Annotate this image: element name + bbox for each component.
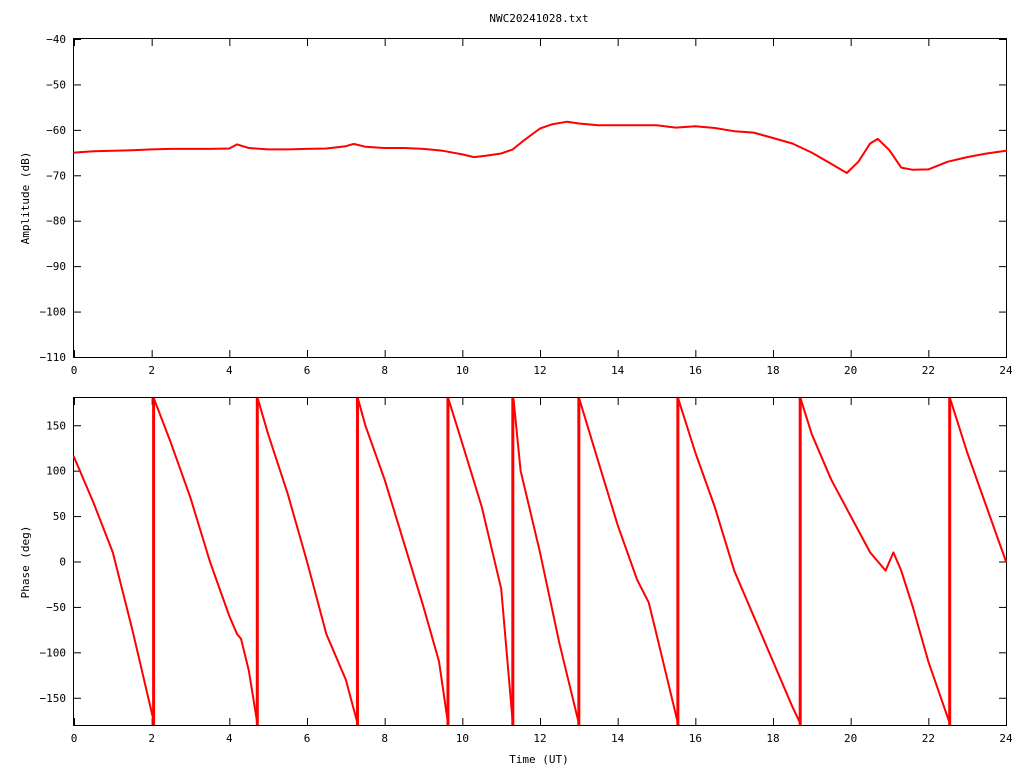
phase-series-line: [73, 456, 155, 722]
phase-series-line: [357, 398, 449, 725]
amplitude-x-tick-label: 12: [533, 364, 546, 377]
amplitude-y-tick-label: −70: [46, 169, 66, 182]
phase-y-tick-label: −100: [40, 646, 67, 659]
amplitude-y-tick-label: −110: [40, 351, 67, 364]
phase-x-tick-label: 20: [844, 732, 857, 745]
amplitude-y-tick-label: −90: [46, 260, 66, 273]
phase-y-tick-label: 0: [59, 556, 66, 569]
amplitude-y-tick-label: −40: [46, 33, 66, 46]
phase-plot-frame: [73, 397, 1007, 726]
amplitude-panel: Amplitude (dB) 0 2 4 6 8 10 12 14 16 18 20 22 24−40−…: [19, 33, 1013, 377]
phase-series-line: [677, 398, 802, 725]
phase-x-tick-label: 16: [689, 732, 702, 745]
amplitude-plot-frame: [73, 38, 1007, 358]
phase-series-line: [949, 398, 1007, 563]
phase-x-tick-label: 0: [71, 732, 78, 745]
phase-x-tick-label: 12: [533, 732, 546, 745]
phase-y-tick-label: 100: [46, 465, 66, 478]
amplitude-x-tick-label: 14: [611, 364, 625, 377]
phase-x-tick-label: 24: [999, 732, 1013, 745]
amplitude-x-tick-label: 24: [999, 364, 1013, 377]
phase-x-tick-label: 10: [456, 732, 469, 745]
phase-y-tick-label: −50: [46, 601, 66, 614]
amplitude-y-tick-label: −60: [46, 124, 66, 137]
amplitude-x-tick-label: 4: [226, 364, 233, 377]
phase-panel: Phase (deg) Time (UT) 0 2 4 6 8 10 12 14 16 18 20 2…: [19, 397, 1013, 766]
phase-series-line: [257, 398, 359, 725]
amplitude-y-tick-label: −100: [40, 306, 67, 319]
amplitude-x-tick-label: 2: [148, 364, 155, 377]
phase-series-line: [800, 398, 951, 725]
phase-y-axis-label: Phase (deg): [19, 526, 32, 599]
amplitude-y-axis-label: Amplitude (dB): [19, 152, 32, 245]
amplitude-series-line: [73, 120, 1007, 174]
chart-title: NWC20241028.txt: [489, 12, 588, 25]
amplitude-x-tick-label: 0: [71, 364, 78, 377]
amplitude-x-tick-label: 8: [381, 364, 388, 377]
phase-x-tick-label: 8: [381, 732, 388, 745]
phase-x-tick-label: 18: [766, 732, 779, 745]
time-x-axis-label: Time (UT): [509, 753, 569, 766]
amplitude-x-tick-label: 10: [456, 364, 469, 377]
phase-x-tick-label: 22: [922, 732, 935, 745]
phase-x-tick-label: 2: [148, 732, 155, 745]
phase-series-line: [578, 398, 679, 725]
amplitude-x-tick-label: 16: [689, 364, 702, 377]
phase-y-tick-label: 150: [46, 419, 66, 432]
amplitude-x-tick-label: 18: [766, 364, 779, 377]
phase-x-tick-label: 14: [611, 732, 625, 745]
amplitude-y-tick-label: −50: [46, 78, 66, 91]
phase-series-line: [153, 398, 259, 725]
phase-y-tick-label: 50: [53, 510, 66, 523]
amplitude-x-tick-label: 22: [922, 364, 935, 377]
phase-x-tick-label: 6: [304, 732, 311, 745]
amplitude-x-tick-label: 20: [844, 364, 857, 377]
amplitude-y-tick-label: −80: [46, 215, 66, 228]
phase-x-tick-label: 4: [226, 732, 233, 745]
phase-series-line: [447, 398, 514, 725]
phase-y-tick-label: −150: [40, 692, 67, 705]
amplitude-x-tick-label: 6: [304, 364, 311, 377]
phase-series-line: [512, 398, 580, 725]
